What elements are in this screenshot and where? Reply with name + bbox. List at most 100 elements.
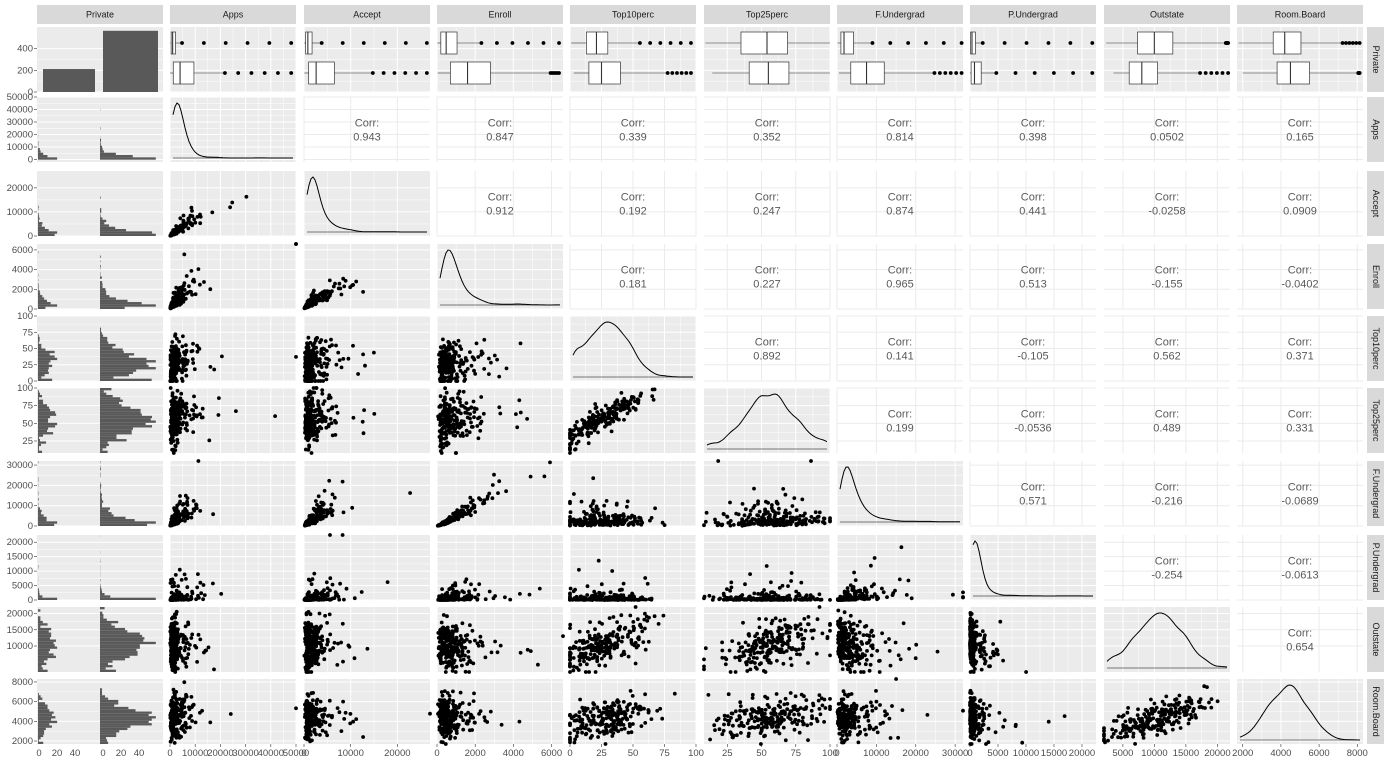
private-histogram-bar	[100, 408, 141, 412]
y-tick-label: 75	[22, 327, 33, 338]
scatter-point	[613, 400, 618, 405]
private-histogram-bar	[100, 505, 102, 508]
panel-Enroll-Outstate: Corr: -0.155	[1104, 244, 1230, 310]
scatter-point	[764, 499, 768, 504]
x-tick-label: 100	[822, 748, 838, 759]
scatter-point	[610, 417, 615, 422]
scatter-point	[183, 506, 188, 511]
private-histogram-bar	[38, 224, 42, 227]
private-histogram-bar	[100, 364, 149, 368]
scatter-point	[568, 523, 572, 527]
scatter-point	[490, 496, 495, 501]
box-outlier	[665, 71, 670, 75]
scatter-point	[306, 366, 311, 370]
scatter-point	[441, 398, 446, 403]
panel-background	[837, 97, 963, 162]
scatter-point	[320, 419, 325, 424]
private-histogram-bar	[38, 353, 50, 356]
scatter-point	[191, 430, 196, 434]
private-histogram-bar	[38, 432, 54, 435]
box-outlier	[495, 41, 499, 45]
private-histogram-bar	[100, 427, 133, 430]
box	[850, 61, 885, 85]
x-tick-label: 0	[834, 748, 839, 759]
private-histogram-bar	[100, 374, 129, 377]
private-histogram-bar	[100, 336, 108, 340]
scatter-point	[183, 352, 188, 357]
scatter-point	[498, 411, 503, 416]
panel-background	[304, 97, 430, 162]
scatter-point	[470, 355, 475, 359]
x-tick-label: 0	[967, 748, 972, 759]
private-histogram-bar	[38, 348, 46, 351]
scatter-point	[784, 514, 789, 519]
column-strip	[437, 5, 563, 24]
private-histogram-bar	[100, 255, 101, 258]
corr-value: -0.216	[1151, 496, 1182, 508]
column-strip	[170, 5, 296, 24]
scatter-point	[635, 397, 640, 402]
scatter-point	[458, 344, 462, 349]
scatter-point	[189, 349, 194, 354]
scatter-point	[307, 514, 312, 518]
scatter-point	[742, 513, 747, 518]
scatter-point	[807, 519, 812, 523]
column-strip-label: P.Undergrad	[1008, 10, 1058, 20]
scatter-point	[324, 349, 329, 353]
column-strip-label: Room.Board	[1275, 10, 1326, 20]
scatter-point	[350, 505, 355, 510]
scatter-point	[713, 520, 718, 525]
private-histogram-bar	[100, 448, 103, 451]
scatter-point	[180, 344, 185, 349]
scatter-point	[755, 513, 760, 517]
panel-Apps-Apps	[169, 96, 297, 162]
scatter-point	[449, 416, 454, 421]
corr-label: Corr:	[621, 192, 645, 204]
scatter-point	[590, 521, 594, 525]
private-histogram-bar	[38, 374, 45, 377]
private-histogram-bar	[100, 397, 121, 400]
scatter-point	[307, 444, 312, 449]
x-tick-label: 0	[167, 748, 172, 759]
scatter-point	[582, 424, 586, 429]
private-histogram-bar	[100, 519, 135, 522]
panel-background	[437, 97, 563, 162]
x-tick-label: 50000	[283, 748, 309, 759]
scatter-point	[170, 447, 175, 452]
panel-Enroll-Room.Board: Corr: -0.0402	[1237, 244, 1363, 310]
box-outlier	[658, 41, 663, 45]
scatter-point	[312, 288, 316, 293]
scatter-point	[455, 396, 460, 400]
y-tick-label: 6000	[12, 697, 33, 708]
scatter-point	[725, 514, 729, 519]
box-outlier	[381, 71, 386, 75]
scatter-point	[465, 504, 470, 509]
scatter-point	[217, 396, 221, 400]
corr-value: -0.0536	[1014, 423, 1051, 435]
private-histogram-bar	[100, 422, 146, 426]
private-histogram-bar	[100, 346, 113, 349]
scatter-point	[341, 357, 346, 361]
corr-value: 0.192	[619, 206, 647, 218]
private-histogram-bar	[100, 493, 102, 496]
row-strip	[1367, 316, 1384, 381]
scatter-point	[169, 369, 174, 373]
scatter-point	[440, 410, 445, 415]
box-outlier	[1350, 41, 1355, 45]
private-histogram-bar	[100, 450, 108, 453]
scatter-point	[173, 443, 178, 448]
box	[586, 31, 609, 55]
scatter-point	[325, 362, 330, 366]
scatter-point	[207, 438, 212, 443]
scatter-point	[650, 387, 655, 392]
scatter-point	[444, 361, 449, 366]
box-outlier	[1209, 71, 1214, 75]
scatter-point	[322, 488, 327, 493]
scatter-point	[174, 395, 178, 400]
scatter-point	[462, 422, 467, 427]
panel-background	[837, 171, 963, 236]
x-tick-label: 100	[688, 748, 704, 759]
x-tick-label: 75	[659, 748, 670, 759]
box	[1137, 31, 1174, 55]
box-outlier	[201, 41, 206, 45]
